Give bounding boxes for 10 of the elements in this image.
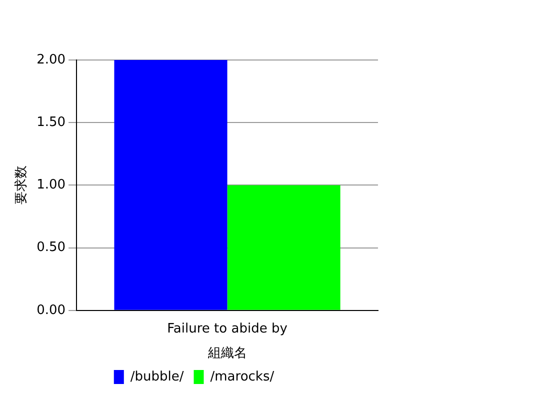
legend-label: /marocks/: [210, 369, 275, 384]
y-axis-title: 要求数: [14, 166, 30, 205]
y-tick-label: 0.50: [36, 240, 66, 256]
legend-label: /bubble/: [130, 369, 184, 384]
y-tick-label: 2.00: [36, 52, 66, 68]
y-tick-label: 1.50: [36, 114, 66, 130]
y-tick-label: 0.00: [36, 302, 66, 318]
x-tick-label: Failure to abide by: [167, 322, 288, 337]
text: 組織名: [206, 346, 247, 361]
y-tick-label: 1.00: [36, 178, 66, 193]
